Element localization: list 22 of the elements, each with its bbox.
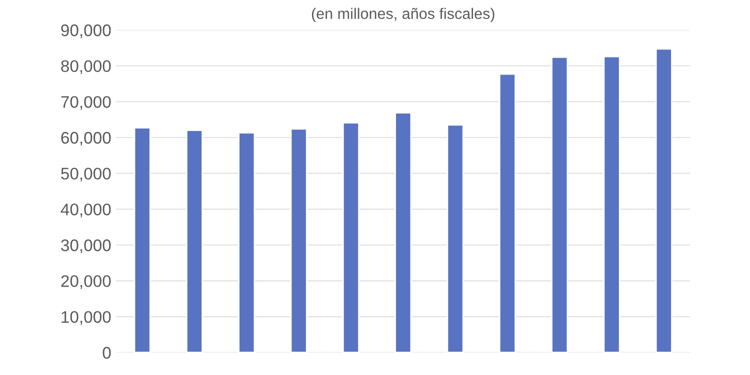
y-tick-label: 20,000 <box>61 275 111 290</box>
y-tick-label: 90,000 <box>61 24 111 38</box>
bar <box>394 112 412 352</box>
y-tick-label: 40,000 <box>60 204 111 218</box>
bar <box>446 124 464 352</box>
bar <box>134 127 151 352</box>
y-tick-label: 70,000 <box>61 96 111 110</box>
y-tick-label: 50,000 <box>61 168 111 182</box>
bar <box>603 56 620 352</box>
y-tick-label: 0 <box>102 346 111 359</box>
bar <box>655 48 672 352</box>
y-tick-label: 80,000 <box>61 60 111 74</box>
bar <box>342 122 360 352</box>
bar <box>551 56 568 352</box>
y-tick-label: 30,000 <box>61 239 111 254</box>
bar <box>290 128 308 352</box>
bar <box>498 73 516 352</box>
bar <box>186 130 204 352</box>
y-tick-label: 60,000 <box>61 132 111 146</box>
y-tick-label: 10,000 <box>62 311 111 325</box>
bar <box>238 132 256 352</box>
chart-subtitle: (en millones, años fiscales) <box>312 8 494 22</box>
